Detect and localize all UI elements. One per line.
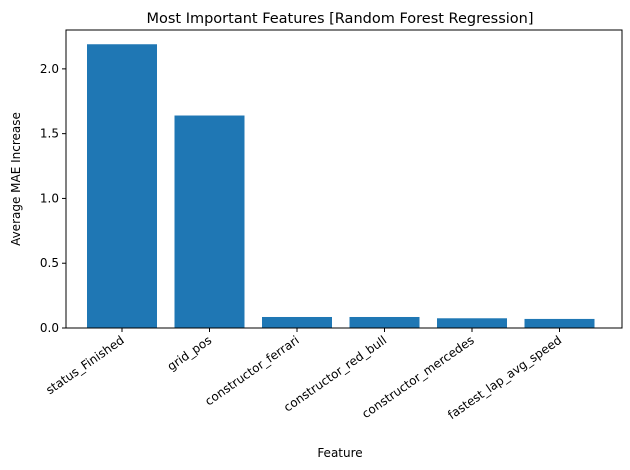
- x-axis: status_Finished grid_posconstructor_ferra…: [43, 328, 564, 422]
- x-tick-label: constructor_ferrari: [202, 333, 301, 408]
- x-axis-label: Feature: [317, 446, 362, 460]
- y-axis-label: Average MAE Increase: [9, 112, 23, 246]
- x-tick-label: status_Finished: [43, 333, 126, 397]
- y-tick-label: 0.5: [40, 256, 59, 270]
- x-tick-label: grid_pos: [165, 333, 215, 374]
- plot-frame: [65, 29, 623, 329]
- bar-grid-pos: [174, 115, 245, 328]
- bar-fastest-lap-avg-speed: [524, 318, 595, 328]
- bar-constructor-ferrari: [262, 316, 332, 328]
- y-tick-label: 1.5: [40, 127, 59, 141]
- y-tick-label: 1.0: [40, 191, 59, 205]
- chart-title: Most Important Features [Random Forest R…: [146, 11, 533, 27]
- y-tick-label: 0.0: [40, 321, 59, 335]
- bars-group: [87, 44, 595, 329]
- y-axis: 0.0 0.5 1.0 1.5 2.0: [40, 62, 66, 335]
- y-tick-label: 2.0: [40, 62, 59, 76]
- bar-constructor-mercedes: [437, 318, 507, 328]
- bar-constructor-red-bull: [349, 316, 420, 328]
- bar-status-finished: [87, 44, 157, 329]
